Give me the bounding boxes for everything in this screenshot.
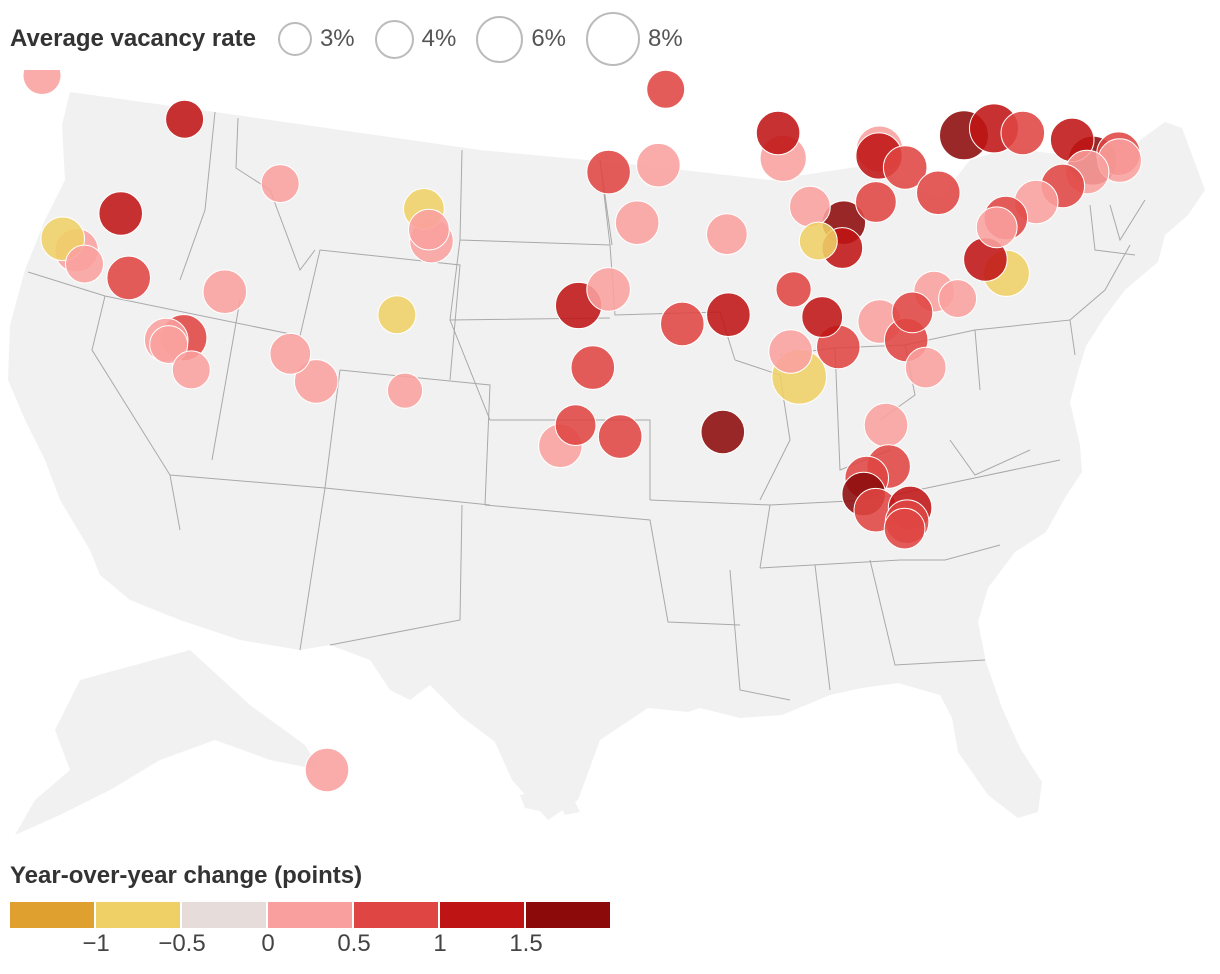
size-legend: Average vacancy rate 3% 4% 6% 8% [10,12,703,66]
metro-bubble[interactable] [22,70,62,95]
color-legend-title: Year-over-year change (points) [10,862,363,889]
metro-bubble[interactable] [1000,110,1046,156]
metro-bubble[interactable] [801,296,844,338]
color-tick-label: −0.5 [158,930,206,957]
metro-bubble[interactable] [646,70,686,109]
land-shapes [8,92,1205,835]
metro-bubble[interactable] [386,372,424,409]
metro-bubble[interactable] [916,170,961,216]
state-border-line [1089,204,1136,256]
metro-bubble[interactable] [570,345,616,390]
metro-bubble[interactable] [98,191,143,236]
size-legend-label: 6% [531,25,567,52]
metro-bubble[interactable] [706,292,751,338]
state-border-line [329,504,463,646]
metro-bubble[interactable] [614,200,660,245]
size-legend-item-6: 6% [476,15,567,63]
us-mainland-shape [8,92,1205,820]
metro-bubble[interactable] [706,213,748,256]
color-swatch [526,902,610,928]
size-circle-8 [586,12,641,66]
metro-bubble[interactable] [408,208,450,251]
state-border-line [299,369,341,651]
color-swatch [182,902,266,928]
metro-bubble[interactable] [883,507,926,550]
size-legend-label: 3% [319,25,355,52]
state-border-line [869,559,986,666]
state-border-line [734,359,791,501]
metro-bubble[interactable] [65,244,104,284]
metro-bubble[interactable] [165,99,205,139]
metro-bubble[interactable] [789,185,831,228]
color-tick-label: 0.5 [337,930,371,957]
metro-bubble[interactable] [775,271,812,308]
metro-bubble[interactable] [636,142,681,188]
metro-bubble[interactable] [554,404,597,447]
metro-bubble[interactable] [597,414,643,459]
metro-bubble[interactable] [882,145,928,190]
metro-bubble[interactable] [260,164,300,204]
color-swatch [10,902,94,928]
color-tick-label: 1.5 [509,930,543,957]
size-legend-label: 4% [421,25,457,52]
metro-bubble[interactable] [863,402,909,448]
size-legend-item-4: 4% [374,19,457,59]
metro-bubble[interactable] [855,181,897,223]
color-bar [10,902,611,928]
us-map [8,70,1205,835]
color-swatch [354,902,438,928]
state-border-line [179,111,216,281]
state-border-line [729,569,791,701]
metro-bubble[interactable] [700,409,746,455]
state-border-line [484,504,741,626]
size-circle-6 [476,15,524,63]
color-swatch [96,902,180,928]
metro-bubble[interactable] [149,325,189,365]
color-tick-label: 0 [261,930,275,957]
metro-bubble[interactable] [891,291,934,334]
hawaii-shape [520,790,580,815]
color-swatch [440,902,524,928]
metro-bubble[interactable] [904,346,947,389]
metro-bubble[interactable] [202,269,248,315]
color-swatch [268,902,352,928]
state-border-line [949,439,1031,476]
state-border-line [759,544,1001,569]
metro-bubble[interactable] [975,206,1018,249]
state-border-line [459,149,611,246]
metro-bubble[interactable] [304,747,350,793]
size-legend-item-8: 8% [586,12,683,66]
metro-bubble[interactable] [269,332,312,375]
state-border-line [339,369,491,506]
metro-bubble[interactable] [171,350,211,390]
color-legend: Year-over-year change (points) −1 −0.5 0… [10,862,610,957]
state-border-line [91,295,181,531]
alaska-shape [15,650,320,835]
metro-bubble[interactable] [768,329,813,374]
metro-bubble[interactable] [586,149,631,195]
metro-bubble[interactable] [106,255,151,301]
metro-bubble[interactable] [755,110,801,156]
color-tick-label: 1 [433,930,447,957]
metro-bubble[interactable] [660,301,705,347]
color-tick-label: −1 [82,930,110,957]
size-legend-title: Average vacancy rate [10,25,256,52]
state-border-line [299,249,461,381]
state-border-line [211,299,241,461]
metro-bubble[interactable] [586,267,631,312]
size-circle-4 [374,19,414,59]
metro-bubble[interactable] [377,295,417,335]
size-legend-item-3: 3% [277,22,355,56]
state-border-line [814,564,831,691]
metro-bubble[interactable] [798,221,838,261]
size-circle-3 [277,22,312,56]
metro-bubble[interactable] [938,279,978,319]
metro-bubble[interactable] [293,359,339,404]
state-border-line [1069,244,1131,321]
size-legend-label: 8% [648,25,683,52]
metro-bubbles [22,70,1142,793]
state-border-line [1109,199,1146,242]
